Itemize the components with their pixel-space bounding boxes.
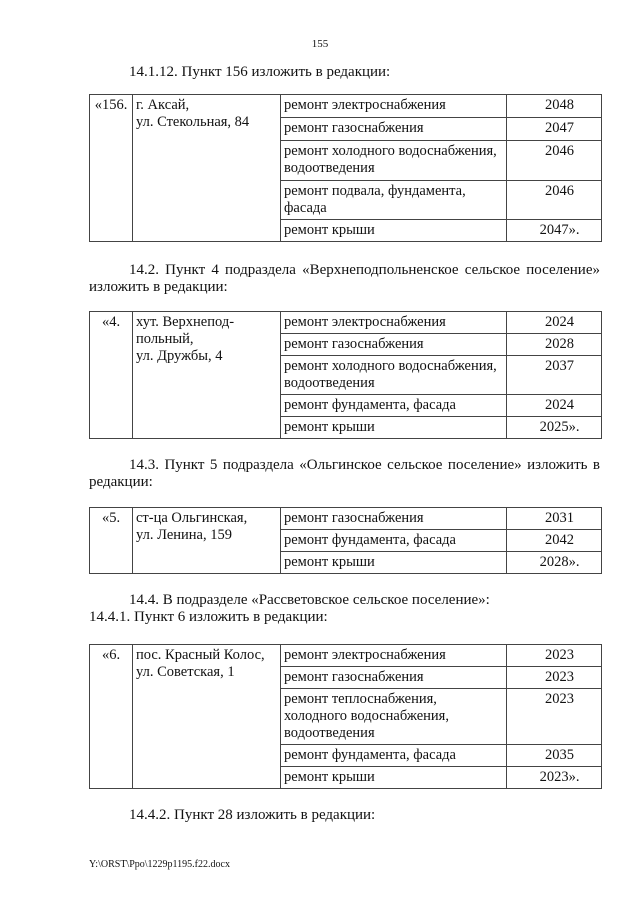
work-name: ремонт крыши bbox=[280, 219, 507, 242]
work-name: ремонт электроснабжения bbox=[280, 644, 507, 667]
work-year: 2035 bbox=[506, 744, 602, 767]
work-year: 2024 bbox=[506, 394, 602, 417]
work-year: 2024 bbox=[506, 311, 602, 334]
work-year: 2023 bbox=[506, 666, 602, 689]
work-name: ремонт газоснабжения bbox=[280, 507, 507, 530]
heading-line: 14.3. Пункт 5 подраздела «Ольгинское сел… bbox=[129, 457, 600, 473]
work-year: 2023 bbox=[506, 644, 602, 667]
works-table: «156. г. Аксай, ул. Стекольная, 84 ремонт… bbox=[89, 94, 602, 242]
work-name: ремонт крыши bbox=[280, 416, 507, 439]
work-name: ремонт холодного водоснабжения, водоотве… bbox=[280, 140, 507, 181]
work-year: 2042 bbox=[506, 529, 602, 552]
page-number: 155 bbox=[311, 38, 329, 50]
section-heading: 14.1.12. Пункт 156 изложить в редакции: bbox=[89, 64, 600, 81]
section-heading: 14.4. В подразделе «Рассветовское сельск… bbox=[89, 592, 600, 626]
work-name: ремонт крыши bbox=[280, 551, 507, 574]
address-cell: г. Аксай, ул. Стекольная, 84 bbox=[132, 94, 281, 242]
work-year: 2023 bbox=[506, 688, 602, 745]
work-year: 2047 bbox=[506, 117, 602, 141]
work-name: ремонт фундамента, фасада bbox=[280, 744, 507, 767]
work-name: ремонт фундамента, фасада bbox=[280, 529, 507, 552]
work-year: 2047». bbox=[506, 219, 602, 242]
footer-file-path: Y:\ORST\Ppo\1229p1195.f22.docx bbox=[89, 859, 230, 870]
work-year: 2025». bbox=[506, 416, 602, 439]
work-name: ремонт холодного водоснабжения, водоотве… bbox=[280, 355, 507, 395]
work-year: 2037 bbox=[506, 355, 602, 395]
address-cell: хут. Верхнепод-польный, ул. Дружбы, 4 bbox=[132, 311, 281, 439]
heading-line: 14.1.12. Пункт 156 изложить в редакции: bbox=[129, 64, 391, 80]
item-number: «5. bbox=[89, 507, 133, 574]
heading-line: 14.4. В подразделе «Рассветовское сельск… bbox=[129, 592, 490, 608]
work-year: 2031 bbox=[506, 507, 602, 530]
heading-line: 14.4.1. Пункт 6 изложить в редакции: bbox=[89, 609, 328, 625]
address-cell: пос. Красный Колос, ул. Советская, 1 bbox=[132, 644, 281, 789]
work-year: 2046 bbox=[506, 140, 602, 181]
closing-paragraph: 14.4.2. Пункт 28 изложить в редакции: bbox=[129, 807, 376, 823]
work-name: ремонт подвала, фундамента, фасада bbox=[280, 180, 507, 220]
work-name: ремонт электроснабжения bbox=[280, 311, 507, 334]
work-name: ремонт фундамента, фасада bbox=[280, 394, 507, 417]
work-year: 2023». bbox=[506, 766, 602, 789]
heading-line: 14.2. Пункт 4 подраздела «Верхнеподпольн… bbox=[129, 262, 600, 278]
heading-line: изложить в редакции: bbox=[89, 279, 228, 295]
work-name: ремонт электроснабжения bbox=[280, 94, 507, 118]
work-year: 2028 bbox=[506, 333, 602, 356]
works-table: «4. хут. Верхнепод-польный, ул. Дружбы, 4… bbox=[89, 311, 602, 439]
works-table: «6. пос. Красный Колос, ул. Советская, 1 … bbox=[89, 644, 602, 789]
work-name: ремонт газоснабжения bbox=[280, 117, 507, 141]
work-name: ремонт крыши bbox=[280, 766, 507, 789]
work-name: ремонт газоснабжения bbox=[280, 333, 507, 356]
work-name: ремонт газоснабжения bbox=[280, 666, 507, 689]
section-heading: 14.2. Пункт 4 подраздела «Верхнеподпольн… bbox=[89, 262, 600, 296]
item-number: «6. bbox=[89, 644, 133, 789]
item-number: «156. bbox=[89, 94, 133, 242]
heading-line: редакции: bbox=[89, 474, 153, 490]
work-year: 2046 bbox=[506, 180, 602, 220]
works-table: «5. ст-ца Ольгинская, ул. Ленина, 159 рем… bbox=[89, 507, 602, 574]
address-cell: ст-ца Ольгинская, ул. Ленина, 159 bbox=[132, 507, 281, 574]
work-year: 2048 bbox=[506, 94, 602, 118]
work-name: ремонт теплоснабжения, холодного водосна… bbox=[280, 688, 507, 745]
work-year: 2028». bbox=[506, 551, 602, 574]
section-heading: 14.3. Пункт 5 подраздела «Ольгинское сел… bbox=[89, 457, 600, 491]
item-number: «4. bbox=[89, 311, 133, 439]
